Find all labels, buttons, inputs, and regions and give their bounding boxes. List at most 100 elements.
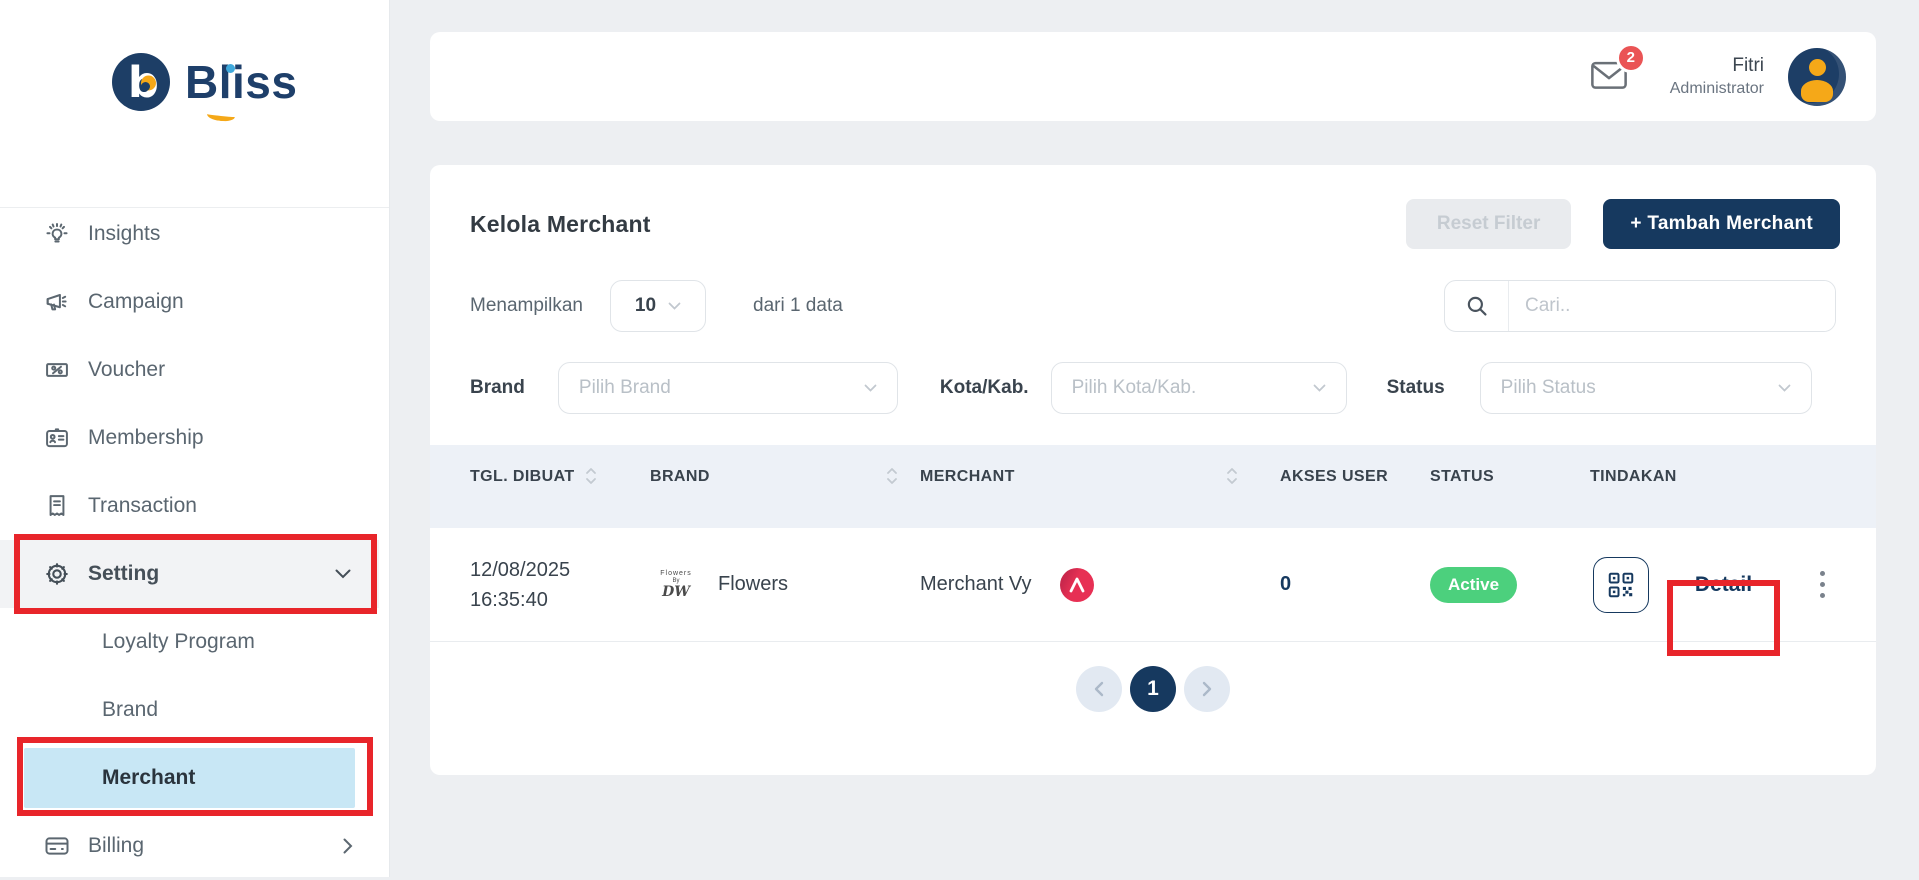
column-header-merchant: MERCHANT <box>920 464 1240 490</box>
envelope-icon <box>1590 61 1627 89</box>
status-badge: Active <box>1430 566 1518 603</box>
sidebar-divider <box>0 207 389 208</box>
cell-actions: Detail <box>1590 556 1836 613</box>
main-area: 2 Fitri Administrator Kelola Merchant Re… <box>391 0 1919 877</box>
app-logo[interactable]: b Bliss <box>112 53 297 123</box>
brand-filter-placeholder: Pilih Brand <box>578 377 671 398</box>
add-merchant-button[interactable]: + Tambah Merchant <box>1603 199 1840 249</box>
kota-filter-select[interactable]: Pilih Kota/Kab. <box>1050 362 1347 414</box>
merchant-management-card: Kelola Merchant Reset Filter + Tambah Me… <box>430 165 1876 775</box>
sort-icon[interactable] <box>886 466 898 486</box>
logo-i-dot <box>226 64 235 73</box>
status-filter-label: Status <box>1386 377 1445 398</box>
sidebar-item-brand[interactable]: Brand <box>0 676 389 744</box>
row-time: 16:35:40 <box>470 588 548 611</box>
search-box <box>1444 280 1836 332</box>
column-header-tgl-dibuat: TGL. DIBUAT <box>470 464 650 490</box>
brand-name: Flowers <box>718 573 789 595</box>
chevron-down-icon <box>1778 384 1791 392</box>
avatar-head-shape <box>1809 58 1826 76</box>
list-controls-row: Menampilkan 10 dari 1 data <box>430 249 1876 332</box>
sidebar-item-label: Merchant <box>102 766 196 789</box>
sidebar-item-label: Loyalty Program <box>102 630 255 653</box>
kota-filter-label: Kota/Kab. <box>939 377 1029 398</box>
sidebar-item-campaign[interactable]: Campaign <box>0 268 389 336</box>
sidebar-item-membership[interactable]: Membership <box>0 404 389 472</box>
pagination-next-button[interactable] <box>1184 666 1230 712</box>
campaign-icon <box>46 294 67 311</box>
column-header-akses-user: AKSES USER <box>1280 468 1389 485</box>
notification-badge: 2 <box>1615 42 1646 73</box>
transaction-icon <box>49 495 65 516</box>
chevron-right-icon <box>343 838 353 854</box>
sidebar-item-label: Campaign <box>88 290 184 313</box>
status-filter-select[interactable]: Pilih Status <box>1479 362 1812 414</box>
page-size-value: 10 <box>634 295 657 316</box>
table-header: TGL. DIBUAT BRAND MERCHANT AKSES USER <box>430 445 1876 528</box>
sidebar-item-voucher[interactable]: Voucher <box>0 336 389 404</box>
avatar-body-shape <box>1801 79 1833 102</box>
bliss-logo-icon: b <box>112 53 170 111</box>
status-filter-placeholder: Pilih Status <box>1500 377 1596 398</box>
brand-logo: Flowers By DW <box>660 569 692 600</box>
table-row: 12/08/2025 16:35:40 Flowers By DW Flower… <box>430 528 1876 642</box>
sidebar-item-transaction[interactable]: Transaction <box>0 472 389 540</box>
page-size-select[interactable]: 10 <box>610 280 706 332</box>
sidebar-menu: Insights Campaign Voucher <box>0 200 389 880</box>
column-header-brand: BRAND <box>650 464 920 490</box>
kota-filter-placeholder: Pilih Kota/Kab. <box>1071 377 1197 398</box>
cell-created-date: 12/08/2025 16:35:40 <box>470 555 650 615</box>
qr-code-icon <box>1608 572 1634 597</box>
sidebar-item-insights[interactable]: Insights <box>0 200 389 268</box>
sidebar-item-label: Membership <box>88 426 204 449</box>
user-menu[interactable]: Fitri Administrator <box>1670 54 1764 99</box>
brand-filter-label: Brand <box>470 377 525 398</box>
user-name: Fitri <box>1732 55 1764 76</box>
detail-button[interactable]: Detail <box>1694 572 1753 596</box>
page-title: Kelola Merchant <box>470 210 651 237</box>
logo-smile <box>206 108 236 123</box>
brand-filter-select[interactable]: Pilih Brand <box>557 362 898 414</box>
cell-akses-user: 0 <box>1280 573 1292 595</box>
pagination-page-1[interactable]: 1 <box>1130 666 1176 712</box>
user-role: Administrator <box>1669 80 1764 97</box>
sort-icon[interactable] <box>585 466 597 486</box>
sidebar-item-label: Voucher <box>88 358 166 381</box>
top-header-bar: 2 Fitri Administrator <box>430 32 1876 121</box>
avatar[interactable] <box>1788 47 1846 106</box>
sidebar-item-setting[interactable]: Setting <box>0 540 379 608</box>
pagination: 1 <box>430 666 1876 712</box>
credit-card-icon <box>45 837 69 855</box>
column-header-tindakan: TINDAKAN <box>1590 468 1677 485</box>
sidebar-item-merchant[interactable]: Merchant <box>24 748 355 808</box>
pagination-prev-button[interactable] <box>1076 666 1122 712</box>
chevron-down-icon <box>668 302 681 310</box>
insights-icon <box>46 222 68 243</box>
membership-icon <box>46 428 68 448</box>
chevron-down-icon <box>864 384 877 392</box>
sort-icon[interactable] <box>1226 466 1238 486</box>
qr-code-button[interactable] <box>1593 556 1649 613</box>
search-icon <box>1445 281 1509 331</box>
total-data-label: dari 1 data <box>753 295 843 316</box>
chevron-right-icon <box>1202 681 1212 697</box>
merchant-name: Merchant Vy <box>920 573 1032 595</box>
reset-filter-button[interactable]: Reset Filter <box>1405 199 1572 249</box>
row-more-menu[interactable] <box>1812 571 1832 598</box>
row-date: 12/08/2025 <box>470 558 571 581</box>
showing-label: Menampilkan <box>470 295 583 316</box>
cell-status: Active <box>1390 566 1590 603</box>
filter-group-status: Status Pilih Status <box>1387 362 1812 414</box>
sidebar-item-label: Billing <box>88 834 145 857</box>
sidebar: b Bliss Insights Campa <box>0 0 390 877</box>
sidebar-item-label: Insights <box>88 222 161 245</box>
chevron-down-icon <box>335 569 351 579</box>
sidebar-item-loyalty-program[interactable]: Loyalty Program <box>0 608 389 676</box>
card-header: Kelola Merchant Reset Filter + Tambah Me… <box>430 165 1876 249</box>
chevron-down-icon <box>1313 384 1325 392</box>
gear-icon <box>46 563 68 585</box>
notifications-button[interactable]: 2 <box>1590 42 1646 95</box>
sidebar-item-billing[interactable]: Billing <box>0 812 389 880</box>
column-header-status: STATUS <box>1430 468 1495 485</box>
search-input[interactable] <box>1509 281 1835 331</box>
